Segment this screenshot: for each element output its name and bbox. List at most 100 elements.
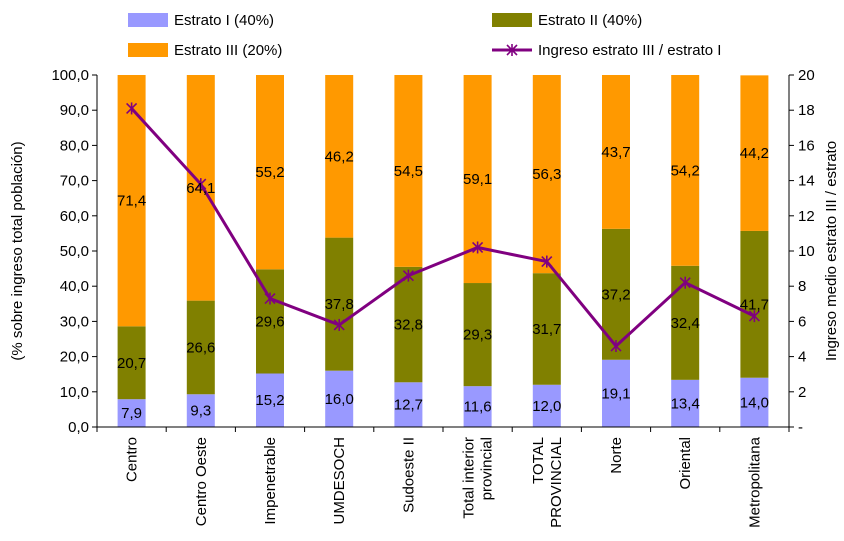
ratio-point-marker [126, 102, 138, 115]
left-tick-label: 20,0 [60, 349, 89, 366]
data-label: 37,2 [601, 286, 630, 303]
bar-segment [186, 300, 215, 395]
legend-label: Estrato I (40%) [174, 12, 274, 29]
data-label: 15,2 [255, 392, 284, 409]
category-label-line: provincial [479, 437, 496, 500]
bar-segment [602, 75, 630, 229]
category-label-line: Sudoeste II [400, 437, 417, 513]
category-label-line: Metropolitana [746, 436, 763, 528]
legend-swatch [128, 43, 168, 57]
data-label: 43,7 [601, 144, 630, 161]
left-tick-label: 70,0 [60, 173, 89, 190]
data-label: 31,7 [532, 321, 561, 338]
ratio-point-marker [541, 255, 553, 268]
bar-segment [394, 75, 423, 267]
right-tick-label: 6 [798, 313, 806, 330]
category-label: UMDESOCH [331, 437, 348, 525]
ratio-point-marker [333, 318, 345, 331]
bar-segment [463, 283, 492, 387]
left-tick-label: 30,0 [60, 313, 89, 330]
left-tick-label: 90,0 [60, 102, 89, 119]
data-label: 59,1 [463, 171, 492, 188]
bar-segment [740, 75, 769, 231]
right-tick-label: 18 [798, 102, 815, 119]
data-label: 55,2 [255, 164, 284, 181]
data-label: 64,1 [186, 180, 215, 197]
left-tick-label: 0,0 [68, 419, 89, 436]
category-label: Impenetrable [262, 437, 279, 525]
ratio-point-marker [402, 269, 414, 282]
data-label: 20,7 [117, 355, 146, 372]
legend-label: Estrato III (20%) [174, 42, 282, 59]
data-label: 46,2 [325, 148, 354, 165]
bar-segment [325, 370, 354, 427]
data-label: 12,7 [394, 397, 423, 414]
category-label-line: PROVINCIAL [548, 437, 565, 528]
bar-segment [740, 230, 769, 378]
bar-segment [671, 379, 700, 427]
data-label: 11,6 [464, 399, 492, 416]
data-label: 32,8 [394, 317, 423, 334]
data-label: 54,5 [394, 163, 423, 180]
data-label: 41,7 [740, 296, 769, 313]
bar-segment [117, 326, 146, 400]
bar-segment [463, 386, 492, 427]
bar-segment [117, 399, 146, 427]
bar-segment [740, 377, 769, 427]
bar-segment [256, 269, 284, 374]
category-label-line: UMDESOCH [331, 437, 348, 525]
category-label-line: Norte [608, 437, 625, 474]
ratio-point-marker [264, 292, 276, 305]
ratio-point-marker [472, 241, 484, 254]
left-tick-label: 100,0 [51, 67, 89, 84]
right-tick-label: 12 [798, 208, 815, 225]
category-label-line: Impenetrable [262, 437, 279, 525]
ratio-line [130, 107, 756, 349]
right-tick-label: - [798, 419, 803, 436]
category-label: Centro Oeste [193, 437, 210, 526]
bar-segment [671, 75, 700, 266]
left-tick-label: 50,0 [60, 243, 89, 260]
data-label: 71,4 [117, 193, 146, 210]
left-tick-label: 60,0 [60, 208, 89, 225]
right-tick-label: 20 [798, 67, 815, 84]
right-tick-label: 16 [798, 137, 815, 154]
legend-label: Estrato II (40%) [538, 12, 642, 29]
data-label: 16,0 [325, 391, 354, 408]
data-label: 56,3 [532, 166, 561, 183]
legend-label: Ingreso estrato III / estrato I [538, 42, 721, 59]
bar-segment [256, 373, 284, 427]
data-label: 26,6 [186, 339, 215, 356]
right-tick-label: 14 [798, 173, 815, 190]
right-axis-title: Ingreso medio estrato III / estrato [823, 141, 840, 361]
bar-segment [325, 75, 354, 238]
ratio-point-marker [748, 310, 760, 323]
right-tick-label: 10 [798, 243, 815, 260]
data-label: 37,8 [325, 296, 354, 313]
right-tick-label: 8 [798, 278, 806, 295]
category-label-line: Centro Oeste [193, 437, 210, 526]
data-label: 32,4 [671, 315, 700, 332]
data-label: 54,2 [671, 162, 700, 179]
category-label: Total interiorprovincial [461, 437, 496, 519]
category-label-line: Oriental [677, 437, 694, 490]
data-label: 12,0 [532, 398, 561, 415]
ratio-point-marker [195, 178, 207, 191]
ratio-point-marker [679, 276, 691, 289]
category-label: Centro [124, 437, 141, 482]
data-label: 7,9 [121, 405, 142, 422]
bar-segment [602, 359, 630, 427]
category-label: TOTALPROVINCIAL [530, 437, 565, 528]
category-label: Metropolitana [746, 436, 763, 528]
bar-segment [325, 237, 354, 371]
data-label: 9,3 [190, 403, 211, 420]
legend-swatch [128, 13, 168, 27]
right-tick-label: 2 [798, 384, 806, 401]
left-tick-label: 80,0 [60, 137, 89, 154]
data-label: 29,3 [463, 327, 492, 344]
data-label: 29,6 [255, 313, 284, 330]
category-label: Norte [608, 437, 625, 474]
category-label: Sudoeste II [400, 437, 417, 513]
category-label-line: Total interior [461, 437, 478, 519]
